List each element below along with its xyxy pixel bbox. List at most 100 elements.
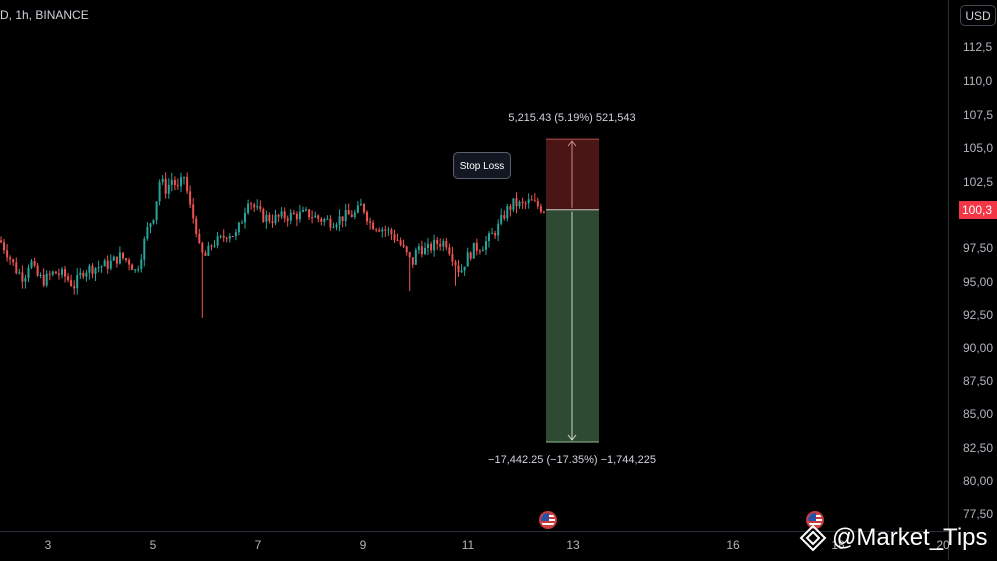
candle-body bbox=[125, 258, 127, 260]
price-tick-label: 102,5 bbox=[963, 175, 994, 189]
candle-body bbox=[286, 218, 289, 221]
us-flag-event-icon[interactable] bbox=[806, 511, 824, 529]
candle-body bbox=[222, 235, 225, 238]
price-tick-label: 80,00 bbox=[963, 474, 994, 488]
candle-body bbox=[88, 265, 91, 273]
candle-body bbox=[164, 178, 167, 194]
chart-pane[interactable] bbox=[0, 0, 948, 531]
candle-body bbox=[33, 261, 36, 266]
candle-body bbox=[45, 273, 48, 286]
price-tick-label: 82,50 bbox=[963, 441, 994, 455]
candle-body bbox=[378, 229, 381, 232]
candle-body bbox=[15, 262, 18, 274]
candle-body bbox=[469, 252, 472, 259]
price-tick-label: 97,50 bbox=[963, 241, 994, 255]
candle-body bbox=[247, 203, 250, 213]
candle-body bbox=[280, 211, 283, 217]
candle-body bbox=[216, 236, 219, 246]
candle-body bbox=[219, 235, 222, 237]
candle-body bbox=[414, 250, 417, 265]
watermark: @Market_Tips bbox=[798, 523, 988, 553]
candle-body bbox=[283, 211, 286, 219]
candle-body bbox=[231, 236, 234, 237]
stop-loss-tooltip: Stop Loss bbox=[453, 152, 511, 179]
candle-body bbox=[24, 278, 27, 282]
candle-body bbox=[353, 212, 356, 217]
candle-body bbox=[381, 229, 384, 232]
candle-body bbox=[100, 266, 103, 268]
candle-body bbox=[195, 218, 198, 234]
candle-body bbox=[241, 222, 243, 224]
candle-body bbox=[420, 246, 423, 255]
time-tick-label: 13 bbox=[566, 538, 580, 552]
candle-body bbox=[161, 178, 164, 183]
candle-body bbox=[170, 179, 173, 185]
candle-body bbox=[530, 199, 533, 201]
candle-body bbox=[359, 204, 362, 206]
time-axis[interactable] bbox=[0, 531, 948, 561]
price-tick-label: 77,50 bbox=[963, 507, 994, 521]
price-tick-label: 85,00 bbox=[963, 407, 994, 421]
candle-body bbox=[198, 233, 201, 243]
symbol-label[interactable]: D, 1h, BINANCE bbox=[0, 8, 89, 22]
candle-body bbox=[311, 217, 314, 219]
candle-body bbox=[503, 215, 506, 219]
candle-body bbox=[442, 241, 445, 247]
candle-body bbox=[268, 214, 271, 222]
candle-body bbox=[115, 256, 118, 264]
currency-button[interactable]: USD bbox=[960, 5, 996, 26]
candle-body bbox=[256, 206, 259, 208]
candle-body bbox=[21, 272, 24, 282]
candle-body bbox=[213, 245, 216, 247]
candle-body bbox=[372, 222, 375, 230]
candle-body bbox=[433, 239, 436, 251]
candle-body bbox=[253, 204, 256, 208]
candle-body bbox=[122, 252, 124, 259]
time-tick-label: 3 bbox=[44, 538, 52, 552]
candle-body bbox=[42, 275, 45, 286]
candle-body bbox=[158, 182, 161, 202]
candle-body bbox=[54, 271, 57, 274]
candle-body bbox=[18, 272, 21, 274]
candle-body bbox=[527, 199, 530, 204]
price-axis[interactable] bbox=[948, 0, 997, 560]
candle-body bbox=[417, 246, 420, 250]
candle-body bbox=[67, 276, 70, 281]
candle-body bbox=[329, 218, 332, 228]
candle-body bbox=[277, 214, 280, 217]
candle-body bbox=[173, 179, 176, 186]
candle-body bbox=[518, 201, 521, 207]
us-flag-event-icon[interactable] bbox=[539, 511, 557, 529]
candle-body bbox=[3, 242, 5, 251]
candle-body bbox=[524, 203, 527, 205]
candle-body bbox=[134, 269, 137, 271]
candle-body bbox=[186, 177, 189, 192]
candle-body bbox=[317, 215, 320, 219]
candle-body bbox=[82, 272, 85, 277]
candle-body bbox=[491, 233, 494, 235]
candle-body bbox=[259, 206, 262, 210]
candle-body bbox=[27, 267, 30, 278]
price-chart[interactable] bbox=[0, 0, 948, 531]
candle-body bbox=[485, 241, 487, 250]
candle-body bbox=[344, 210, 347, 221]
candle-body bbox=[430, 243, 433, 251]
candle-body bbox=[521, 201, 524, 203]
candle-body bbox=[61, 269, 63, 275]
candle-body bbox=[189, 191, 192, 205]
candle-body bbox=[515, 198, 518, 207]
candle-body bbox=[445, 241, 448, 248]
candle-body bbox=[167, 184, 170, 194]
candle-body bbox=[396, 239, 399, 241]
candle-body bbox=[97, 267, 100, 269]
candle-body bbox=[48, 273, 51, 275]
candle-body bbox=[384, 229, 387, 231]
candle-body bbox=[271, 221, 274, 224]
candle-body bbox=[70, 280, 73, 286]
candle-body bbox=[512, 198, 515, 210]
candle-body bbox=[237, 222, 240, 233]
candle-body bbox=[497, 223, 500, 236]
candle-body bbox=[292, 212, 295, 215]
candle-body bbox=[424, 248, 426, 255]
long-position-tool[interactable] bbox=[546, 138, 599, 443]
